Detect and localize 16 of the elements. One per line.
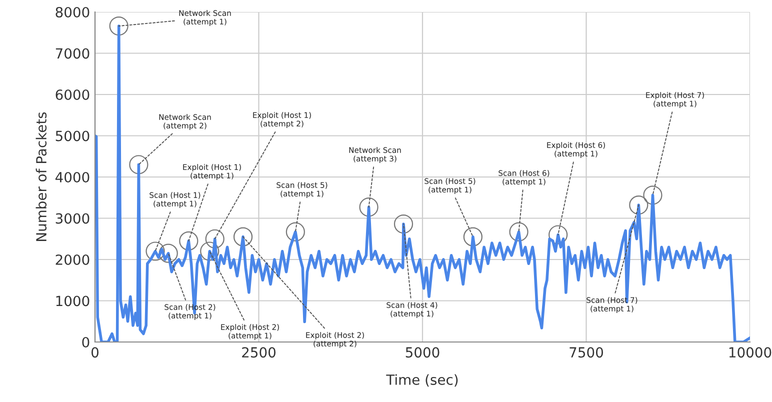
x-tick-label: 5000	[406, 347, 440, 358]
y-tick-label: 4000	[55, 172, 90, 182]
y-tick-label: 0	[82, 336, 90, 348]
x-tick-label: 10000	[729, 347, 772, 358]
y-tick-label: 5000	[56, 130, 90, 142]
x-tick-label: 0	[91, 347, 98, 358]
x-tick-label: 7500	[570, 347, 603, 358]
x-tick-label: 2500	[242, 347, 276, 358]
y-tick-label: 6000	[56, 89, 90, 100]
y-tick-label: 7000	[56, 48, 90, 59]
y-tick-label: 2000	[56, 254, 90, 265]
y-axis-title: Number of Packets	[36, 112, 47, 241]
y-tick-label: 3000	[56, 213, 90, 224]
y-tick-label: 8000	[56, 6, 90, 18]
y-tick-label: 1000	[56, 296, 90, 306]
x-axis-title: Time (sec)	[386, 374, 458, 387]
